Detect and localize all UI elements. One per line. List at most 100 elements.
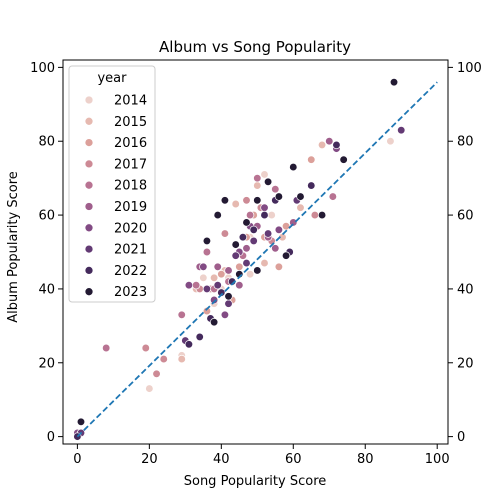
data-point-2019 <box>224 266 233 275</box>
x-tick-label: 80 <box>357 452 374 467</box>
data-point-2018 <box>328 192 338 201</box>
secondary-y-axis-ticks: 0 20 40 60 80 100 <box>448 61 482 445</box>
data-point-2014 <box>260 170 269 179</box>
data-point-2016 <box>202 306 212 316</box>
data-point-2015 <box>253 181 262 190</box>
y-tick-label: 0 <box>47 430 55 445</box>
data-point-2023 <box>274 192 284 201</box>
data-point-2023 <box>339 155 348 164</box>
data-point-2015 <box>260 258 269 268</box>
data-point-2015 <box>209 273 219 282</box>
data-point-2023 <box>253 196 262 205</box>
data-point-2023 <box>76 417 86 426</box>
data-point-2015 <box>317 140 327 150</box>
plot-area-frame <box>62 59 449 445</box>
legend-label-2014: 2014 <box>114 94 147 109</box>
data-point-2023 <box>202 236 212 246</box>
y-tick-label: 40 <box>38 282 55 297</box>
secondary-y-tick-label: 0 <box>457 430 465 445</box>
data-point-2014 <box>145 384 154 393</box>
chart-title: Album vs Song Popularity <box>159 38 351 56</box>
data-point-2018 <box>253 174 262 183</box>
data-point-2023 <box>209 318 219 327</box>
data-point-2014 <box>386 137 395 146</box>
data-point-2017 <box>242 196 251 205</box>
x-tick-label: 40 <box>213 452 230 467</box>
data-point-2022 <box>249 225 258 234</box>
legend-label-2023: 2023 <box>114 285 147 300</box>
legend-label-2022: 2022 <box>114 264 147 279</box>
secondary-y-tick-label: 40 <box>457 282 474 297</box>
legend-title: year <box>97 71 127 86</box>
data-point-2022 <box>184 340 194 349</box>
data-point-2019 <box>242 244 251 253</box>
data-point-2021 <box>202 284 212 294</box>
x-axis-ticks: 0 20 40 60 80 100 <box>73 444 450 467</box>
data-point-2023 <box>281 251 291 260</box>
data-point-2014 <box>267 210 276 220</box>
data-point-2016 <box>274 262 284 271</box>
y-axis-ticks: 0 20 40 60 80 100 <box>30 61 63 445</box>
scatter-points <box>73 78 406 441</box>
data-point-2022 <box>217 288 226 297</box>
secondary-y-tick-label: 100 <box>457 61 482 76</box>
data-point-2020 <box>199 262 208 271</box>
y-tick-label: 60 <box>38 209 55 224</box>
legend-marker-2023 <box>84 287 94 297</box>
legend-marker-2017 <box>84 159 94 169</box>
data-point-2023 <box>289 162 298 172</box>
data-point-2014 <box>245 270 255 279</box>
legend: year 2014 2015 2016 2017 2018 2019 2020 2021 202… <box>68 65 156 303</box>
legend-marker-2014 <box>84 95 94 105</box>
data-point-2019 <box>289 218 298 227</box>
data-point-2018 <box>202 247 212 257</box>
x-tick-label: 60 <box>285 452 302 467</box>
data-point-2019 <box>325 137 334 146</box>
data-point-2021 <box>242 258 251 268</box>
legend-label-2018: 2018 <box>114 179 147 194</box>
data-point-2017 <box>159 354 168 364</box>
data-point-2023 <box>224 292 233 301</box>
data-point-2017 <box>220 229 230 238</box>
legend-marker-2021 <box>84 244 94 254</box>
legend-marker-2016 <box>84 138 94 147</box>
legend-label-2015: 2015 <box>114 115 147 130</box>
data-point-2023 <box>213 210 222 220</box>
x-tick-label: 0 <box>73 452 81 467</box>
data-point-2019 <box>271 244 280 253</box>
data-point-2015 <box>296 203 305 212</box>
legend-label-2017: 2017 <box>114 157 147 172</box>
data-point-2022 <box>332 140 341 150</box>
legend-marker-2022 <box>84 266 94 275</box>
reference-line <box>76 81 438 438</box>
legend-label-2020: 2020 <box>114 221 147 236</box>
data-point-2021 <box>224 299 233 308</box>
legend-items: 2014 2015 2016 2017 2018 2019 2020 2021 2022 2023 <box>84 94 147 300</box>
data-point-2020 <box>274 225 284 234</box>
legend-marker-2018 <box>84 180 94 190</box>
data-point-2016 <box>307 155 316 164</box>
data-point-2023 <box>296 192 305 201</box>
secondary-y-tick-label: 80 <box>457 135 474 150</box>
data-point-2022 <box>195 332 204 342</box>
legend-marker-2020 <box>84 223 94 233</box>
data-point-2020 <box>260 203 269 212</box>
data-point-2023 <box>220 196 230 205</box>
y-tick-label: 20 <box>38 356 55 371</box>
data-point-2014 <box>199 273 208 282</box>
data-point-2016 <box>217 270 226 279</box>
data-point-2016 <box>235 262 244 271</box>
data-point-2023 <box>389 78 399 87</box>
data-point-2023 <box>253 266 262 275</box>
x-axis-label: Song Popularity Score <box>184 474 327 489</box>
data-point-2022 <box>307 181 316 190</box>
data-point-2018 <box>177 310 186 319</box>
data-point-2021 <box>231 251 240 260</box>
data-point-2020 <box>184 281 194 290</box>
data-point-2020 <box>220 310 230 319</box>
data-point-2017 <box>310 210 320 220</box>
legend-label-2021: 2021 <box>114 243 147 258</box>
data-point-2017 <box>141 343 150 353</box>
data-point-2019 <box>213 262 222 271</box>
